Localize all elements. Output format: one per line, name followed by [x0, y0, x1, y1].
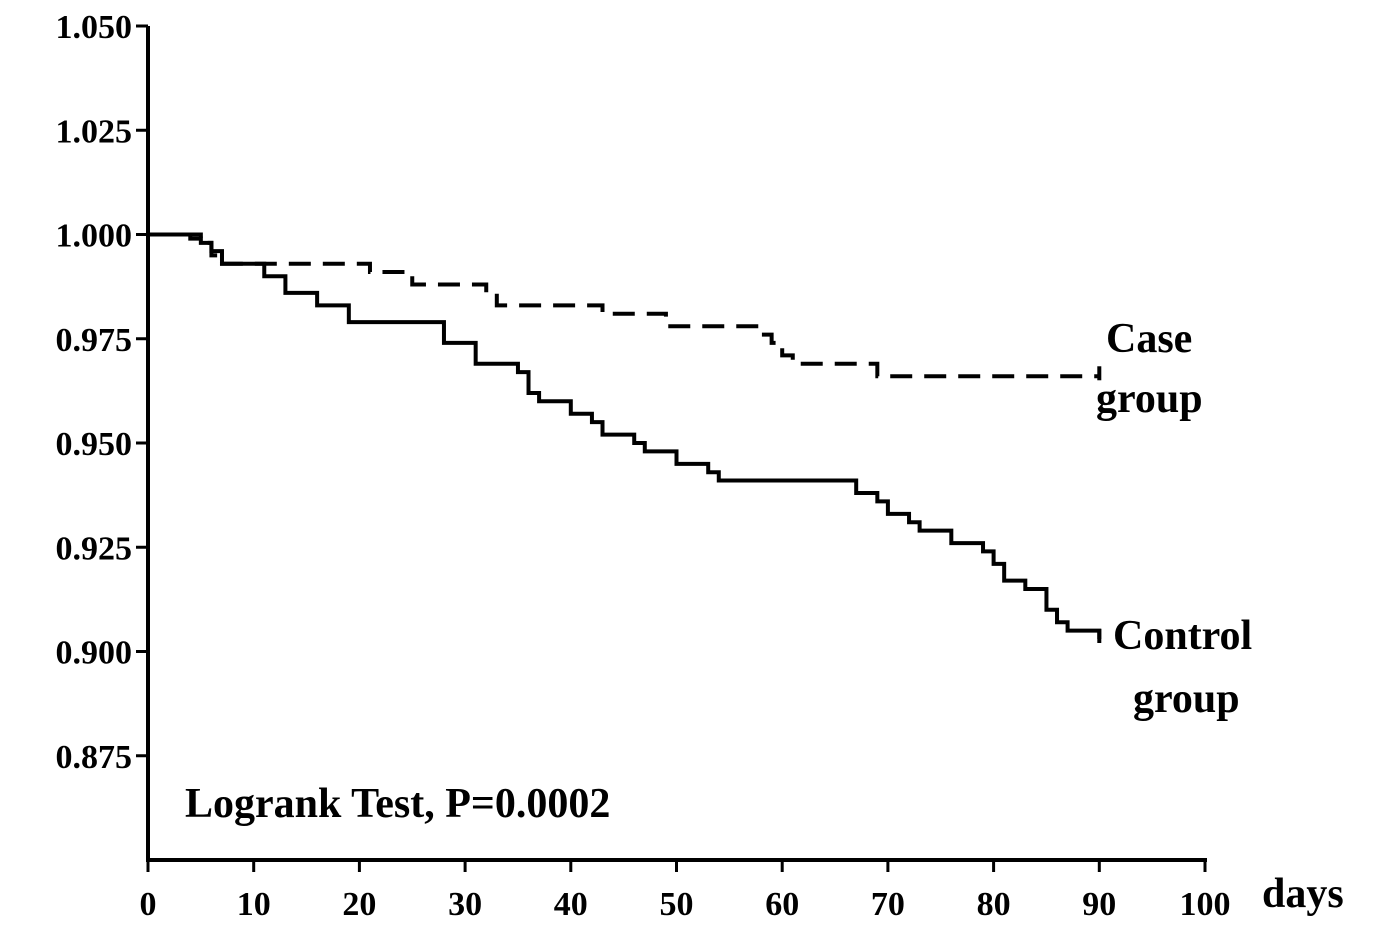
x-tick-label: 70: [871, 886, 905, 923]
y-tick-label: 0.975: [56, 322, 133, 359]
x-axis-label: days: [1262, 871, 1344, 917]
x-tick-label: 40: [554, 886, 588, 923]
x-tick-label: 30: [448, 886, 482, 923]
x-tick-label: 90: [1082, 886, 1116, 923]
case-group-curve: [148, 232, 1100, 379]
x-tick-label: 80: [977, 886, 1011, 923]
axes: [146, 26, 1207, 862]
control-group-label-line2: group: [1133, 676, 1240, 722]
case-group-label-line1: Case: [1106, 316, 1192, 362]
y-tick-label: 1.050: [56, 9, 133, 46]
control-group-curve: [148, 232, 1102, 639]
y-tick-label: 0.900: [56, 635, 133, 672]
control-group-label-line1: Control: [1113, 613, 1252, 659]
x-tick-label: 50: [660, 886, 694, 923]
x-tick-label: 60: [765, 886, 799, 923]
x-tick-label: 100: [1180, 886, 1231, 923]
series-layer: [148, 232, 1102, 643]
y-tick-label: 1.000: [56, 218, 133, 255]
y-axis-ticks: 0.875 0.900 0.925 0.950 0.975 1.000 1.025 1.050: [56, 9, 148, 776]
x-tick-label: 10: [237, 886, 271, 923]
y-tick-label: 0.950: [56, 426, 133, 463]
y-tick-label: 0.925: [56, 530, 133, 567]
x-tick-label: 20: [342, 886, 376, 923]
x-axis-ticks: 0 10 20 30 40 50 60 70 80 90 100: [140, 860, 1231, 923]
logrank-annotation: Logrank Test, P=0.0002: [185, 781, 610, 827]
x-tick-label: 0: [140, 886, 157, 923]
y-tick-label: 1.025: [56, 113, 133, 150]
y-tick-label: 0.875: [56, 739, 133, 776]
case-group-label-line2: group: [1096, 376, 1203, 422]
